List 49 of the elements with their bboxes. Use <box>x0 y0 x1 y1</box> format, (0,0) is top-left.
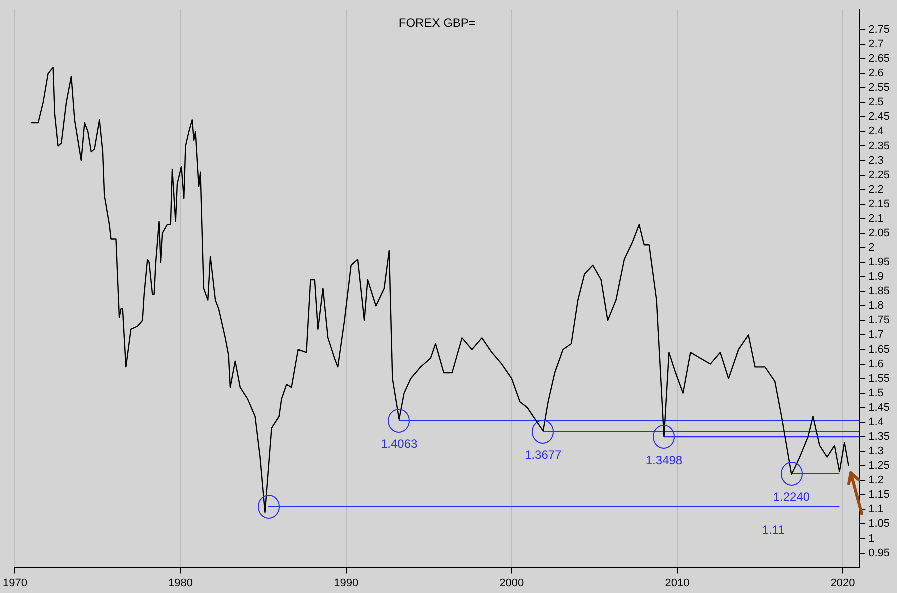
x-tick-label: 2000 <box>500 577 524 590</box>
y-tick-label: 1.95 <box>868 256 890 269</box>
annotation: 1.2240 <box>773 490 810 504</box>
y-tick-label: 1.9 <box>868 271 884 284</box>
y-tick-label: 2 <box>868 242 875 254</box>
y-tick-label: 1.45 <box>868 402 890 414</box>
y-tick-label: 2.5 <box>868 96 884 109</box>
y-tick-label: 1.4 <box>868 416 884 428</box>
y-tick-label: 1.8 <box>868 300 884 312</box>
x-tick-label: 1970 <box>2 577 28 590</box>
y-tick-label: 2.15 <box>868 198 890 210</box>
y-tick-label: 1.55 <box>868 372 890 385</box>
y-tick-label: 2.6 <box>868 68 884 80</box>
y-tick-label: 2.4 <box>868 126 884 138</box>
y-tick-label: 2.1 <box>868 212 884 225</box>
y-tick-label: 2.35 <box>868 140 890 152</box>
y-tick-label: 1.85 <box>868 286 890 298</box>
annotation: 1.3498 <box>646 453 683 468</box>
y-tick-label: 1.3 <box>868 446 884 458</box>
y-tick-label: 1.75 <box>868 314 890 327</box>
annotation: 1.11 <box>762 523 786 538</box>
annotation: 1.3677 <box>525 448 562 462</box>
y-tick-label: 1.7 <box>868 329 884 342</box>
y-tick-label: 1.65 <box>868 344 890 356</box>
y-tick-label: 2.3 <box>868 154 884 167</box>
x-tick-label: 1990 <box>334 577 359 590</box>
x-tick-label: 2020 <box>830 577 856 590</box>
y-tick-label: 1.2 <box>868 474 884 487</box>
y-tick-label: 1.35 <box>868 431 890 444</box>
y-tick-label: 2.65 <box>868 53 890 66</box>
y-tick-label: 2.45 <box>868 111 890 124</box>
y-tick-label: 2.55 <box>868 82 890 94</box>
y-tick-label: 1 <box>868 532 875 545</box>
x-tick-label: 1980 <box>168 577 194 590</box>
y-tick-label: 2.05 <box>868 227 890 240</box>
y-tick-label: 1.15 <box>868 489 890 502</box>
annotation: 1.4063 <box>380 436 418 451</box>
y-tick-label: 2.2 <box>868 184 884 196</box>
text: FOREX GBP= <box>398 16 476 30</box>
y-tick-label: 1.6 <box>868 358 884 370</box>
y-tick-label: 1.5 <box>868 387 884 400</box>
y-tick-label: 1.1 <box>868 504 884 516</box>
y-tick-label: 0.95 <box>868 547 890 560</box>
y-tick-label: 2.75 <box>868 24 890 36</box>
y-tick-label: 1.05 <box>868 518 890 530</box>
y-tick-label: 1.25 <box>868 460 890 472</box>
x-tick-label: 2010 <box>665 577 690 590</box>
y-tick-label: 2.25 <box>868 169 890 182</box>
y-tick-label: 2.7 <box>868 38 884 51</box>
